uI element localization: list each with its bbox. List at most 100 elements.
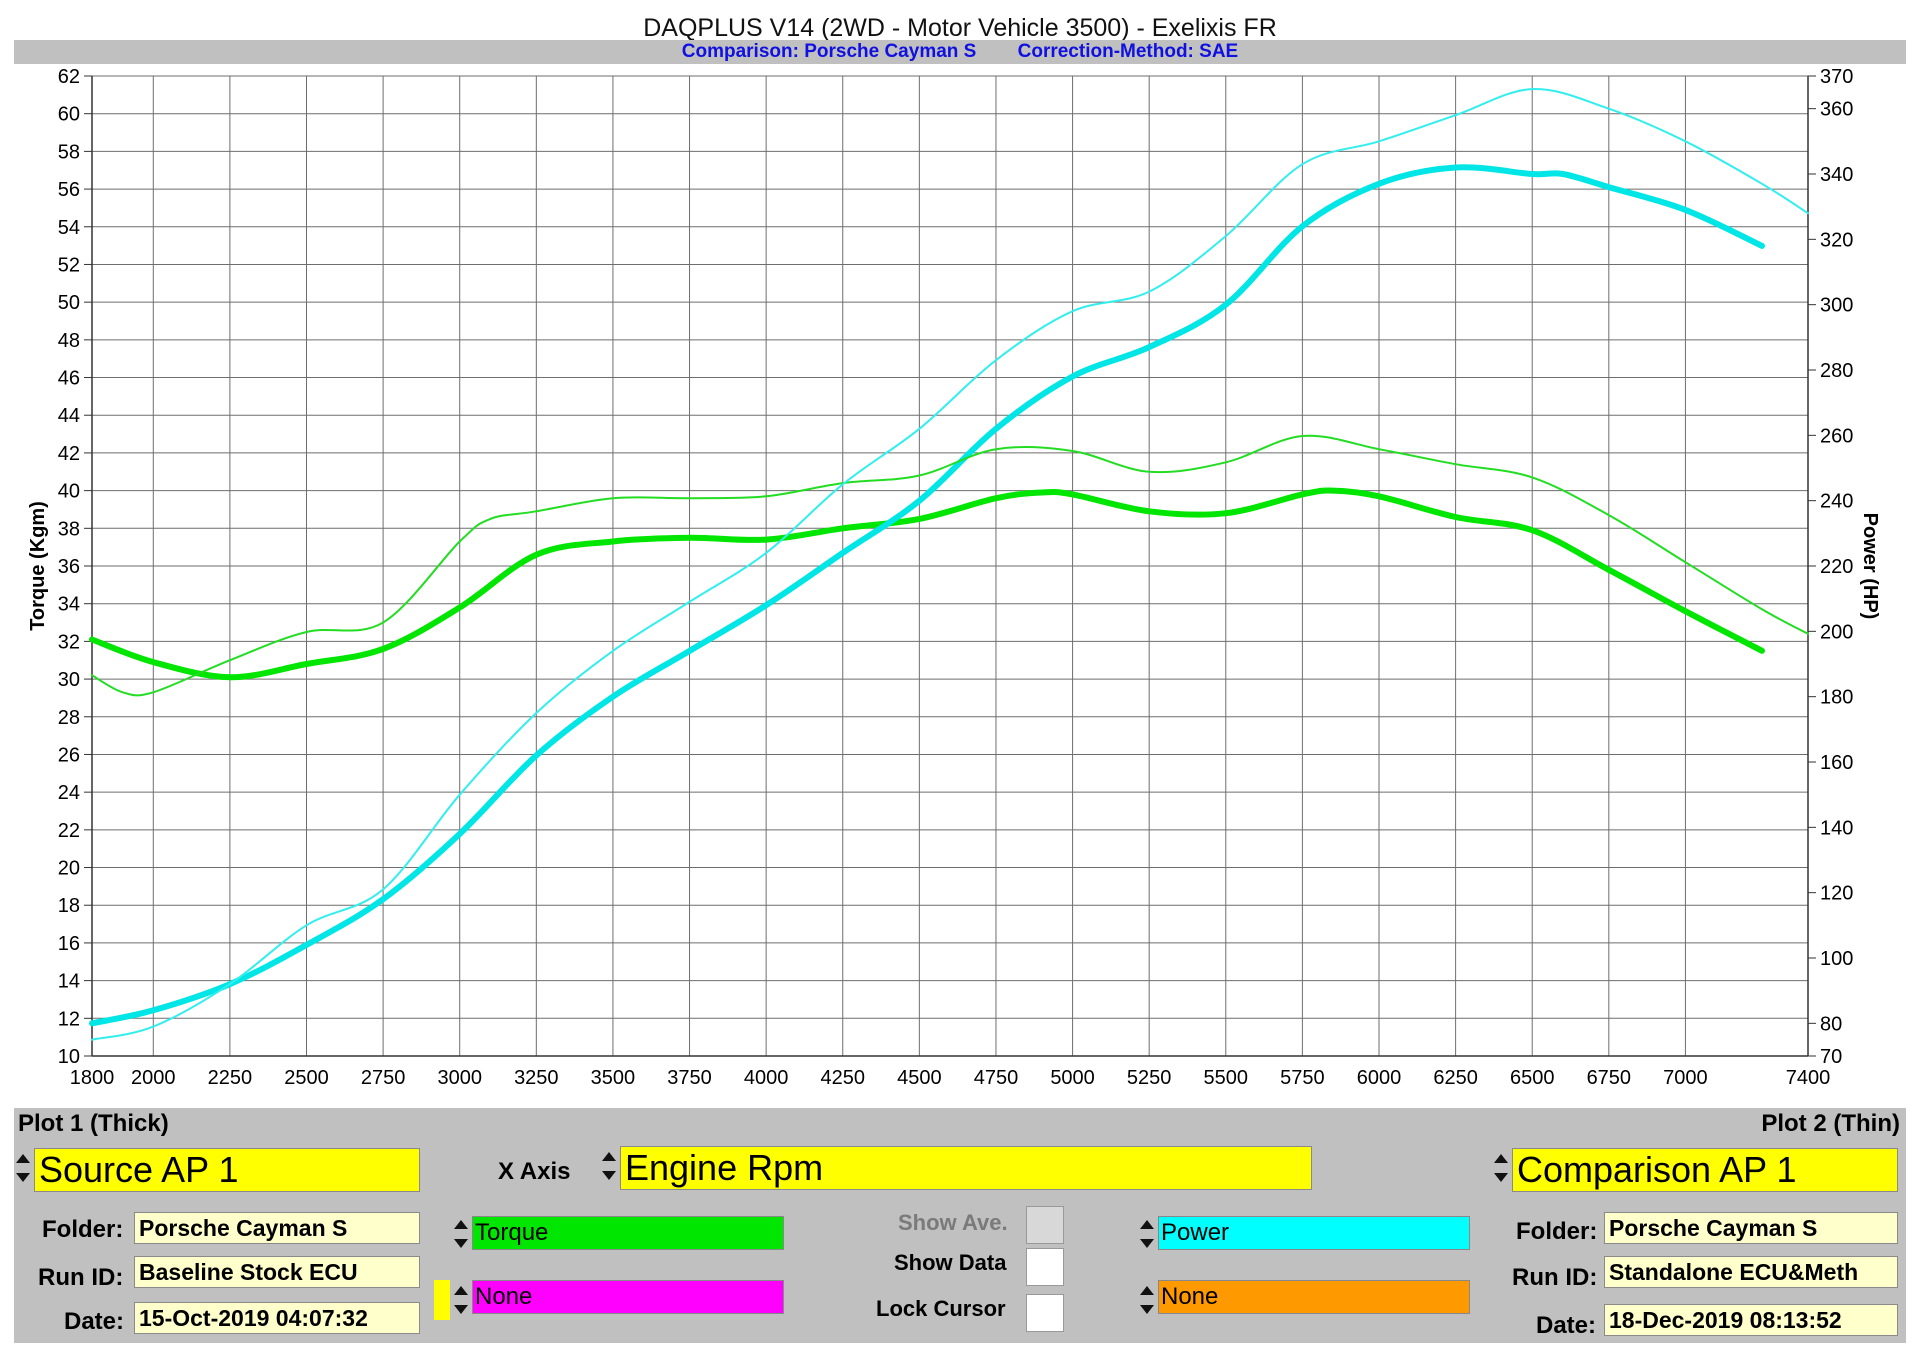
y2-tick-label: 180 — [1820, 687, 1853, 709]
source-spinner-icon[interactable] — [14, 1148, 32, 1188]
plot1-heading: Plot 1 (Thick) — [18, 1110, 169, 1137]
axes: 1800 2000 2250 2500 2750 3000 3250 3500 3750 4000… — [58, 66, 1854, 1089]
y-tick-label: 40 — [58, 481, 80, 503]
y2-tick-label: 280 — [1820, 360, 1853, 382]
y-tick-label: 30 — [58, 669, 80, 691]
plot1-folder-field[interactable]: Porsche Cayman S — [134, 1212, 420, 1244]
plot2-runid-field[interactable]: Standalone ECU&Meth — [1604, 1256, 1898, 1288]
y2-tick-label: 160 — [1820, 752, 1853, 774]
x-axis-label: X Axis — [498, 1158, 571, 1185]
show-data-label: Show Data — [894, 1250, 1007, 1275]
y-tick-label: 14 — [58, 971, 80, 993]
plot2-heading: Plot 2 (Thin) — [1761, 1110, 1900, 1137]
plot2-date-field[interactable]: 18-Dec-2019 08:13:52 — [1604, 1304, 1898, 1336]
power-thick-series-line — [89, 164, 1765, 1027]
y-tick-label: 58 — [58, 141, 80, 163]
y-tick-label: 22 — [58, 820, 80, 842]
y-tick-label: 48 — [58, 330, 80, 352]
left-bottom-spinner-icon[interactable] — [452, 1280, 470, 1320]
y2-tick-label: 80 — [1820, 1013, 1842, 1035]
y-tick-label: 50 — [58, 292, 80, 314]
y-tick-label: 56 — [58, 179, 80, 201]
x-axis-spinner-icon[interactable] — [600, 1146, 618, 1186]
y-tick-label: 62 — [58, 66, 80, 88]
y2-tick-label: 220 — [1820, 556, 1853, 578]
left-top-channel-select[interactable]: Torque — [472, 1216, 784, 1250]
source-select[interactable]: Source AP 1 — [34, 1148, 420, 1192]
show-ave-checkbox[interactable] — [1026, 1206, 1064, 1244]
y2-tick-label: 200 — [1820, 621, 1853, 643]
chart-title: DAQPLUS V14 (2WD - Motor Vehicle 3500) -… — [643, 14, 1277, 42]
x-tick-label: 5000 — [1050, 1067, 1095, 1089]
right-top-spinner-icon[interactable] — [1138, 1214, 1156, 1254]
x-tick-label: 2500 — [284, 1067, 329, 1089]
y-tick-label: 34 — [58, 594, 80, 616]
power-thin-series-line — [91, 88, 1809, 1041]
y2-tick-label: 240 — [1820, 491, 1853, 513]
right-bottom-channel-select[interactable]: None — [1158, 1280, 1470, 1314]
comparison-label: Comparison: Porsche Cayman S — [681, 41, 977, 62]
subtitle-bar: Comparison: Porsche Cayman S Correction-… — [14, 40, 1906, 64]
dyno-chart[interactable]: 1800 2000 2250 2500 2750 3000 3250 3500 3750 4000… — [0, 64, 1920, 1108]
right-bottom-spinner-icon[interactable] — [1138, 1280, 1156, 1320]
x-tick-label: 6750 — [1587, 1067, 1632, 1089]
right-top-channel-select[interactable]: Power — [1158, 1216, 1470, 1250]
y2-axis-label: Power (HP) — [1859, 513, 1881, 620]
left-top-spinner-icon[interactable] — [452, 1214, 470, 1254]
y2-tick-label: 120 — [1820, 883, 1853, 905]
y-tick-label: 18 — [58, 895, 80, 917]
lock-cursor-checkbox[interactable] — [1026, 1294, 1064, 1332]
control-panel: Plot 1 (Thick) Plot 2 (Thin) Source AP 1… — [14, 1108, 1906, 1343]
plot2-runid-label: Run ID: — [1512, 1264, 1598, 1291]
x-tick-label: 4750 — [974, 1067, 1019, 1089]
comparison-spinner-icon[interactable] — [1492, 1148, 1510, 1188]
correction-method-label: Correction-Method: SAE — [1017, 41, 1239, 62]
y2-tick-label: 300 — [1820, 295, 1853, 317]
y2-tick-label: 140 — [1820, 817, 1853, 839]
torque-thin-series-line — [91, 434, 1809, 697]
x-tick-label: 4250 — [821, 1067, 866, 1089]
lock-cursor-label: Lock Cursor — [876, 1296, 1006, 1321]
x-axis-select[interactable]: Engine Rpm — [620, 1146, 1312, 1190]
plot1-runid-field[interactable]: Baseline Stock ECU — [134, 1256, 420, 1288]
y2-tick-label: 100 — [1820, 948, 1853, 970]
y-tick-label: 44 — [58, 405, 80, 427]
y2-tick-label: 360 — [1820, 99, 1853, 121]
show-ave-label: Show Ave. — [898, 1210, 1008, 1235]
y-tick-label: 16 — [58, 933, 80, 955]
y-tick-label: 26 — [58, 744, 80, 766]
chart-header: DAQPLUS V14 (2WD - Motor Vehicle 3500) -… — [14, 14, 1906, 64]
x-tick-label: 6250 — [1433, 1067, 1478, 1089]
y-tick-label: 24 — [58, 782, 80, 804]
x-tick-label: 2000 — [131, 1067, 176, 1089]
y-tick-label: 42 — [58, 443, 80, 465]
comparison-select[interactable]: Comparison AP 1 — [1512, 1148, 1898, 1192]
x-tick-label: 5750 — [1280, 1067, 1325, 1089]
x-tick-label: 3500 — [591, 1067, 636, 1089]
x-tick-label: 3250 — [514, 1067, 559, 1089]
x-tick-label: 5500 — [1204, 1067, 1249, 1089]
y-tick-label: 60 — [58, 104, 80, 126]
x-tick-label: 2250 — [208, 1067, 253, 1089]
plot1-date-field[interactable]: 15-Oct-2019 04:07:32 — [134, 1302, 420, 1334]
plot2-date-label: Date: — [1536, 1312, 1597, 1339]
curves — [89, 88, 1809, 1041]
y-tick-label: 20 — [58, 858, 80, 880]
color-swatch — [434, 1280, 450, 1320]
y-tick-label: 46 — [58, 368, 80, 390]
x-tick-label: 3750 — [667, 1067, 712, 1089]
x-tick-label: 1800 — [70, 1067, 115, 1089]
left-bottom-channel-select[interactable]: None — [472, 1280, 784, 1314]
x-tick-label: 6500 — [1510, 1067, 1555, 1089]
x-tick-label: 2750 — [361, 1067, 406, 1089]
plot1-folder-label: Folder: — [42, 1216, 124, 1243]
y2-tick-label: 320 — [1820, 229, 1853, 251]
x-tick-label: 5250 — [1127, 1067, 1172, 1089]
show-data-checkbox[interactable] — [1026, 1248, 1064, 1286]
torque-thick-series-line — [89, 487, 1765, 681]
y2-tick-label: 260 — [1820, 425, 1853, 447]
y-tick-label: 52 — [58, 254, 80, 276]
y-tick-label: 12 — [58, 1008, 80, 1030]
plot2-folder-label: Folder: — [1516, 1218, 1598, 1245]
plot2-folder-field[interactable]: Porsche Cayman S — [1604, 1212, 1898, 1244]
